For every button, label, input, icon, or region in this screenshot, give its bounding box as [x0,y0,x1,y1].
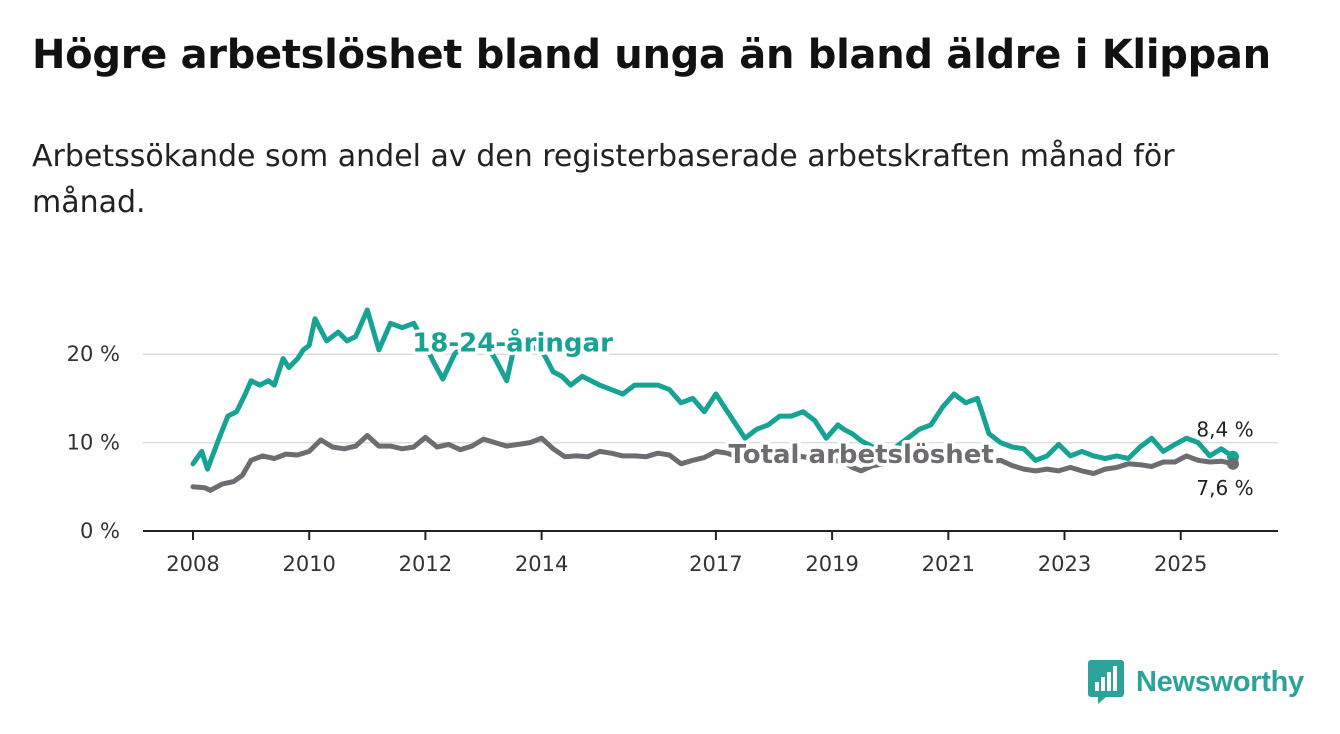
x-tick-label: 2019 [805,552,858,576]
x-tick-label: 2023 [1038,552,1091,576]
x-tick-label: 2014 [515,552,568,576]
chart-subtitle: Arbetssökande som andel av den registerb… [32,139,1175,220]
end-value-label: 8,4 % [1196,418,1253,442]
brand-name: Newsworthy [1136,665,1304,698]
series-labels: 18-24-åringar Total arbetslöshet [409,323,998,473]
gridlines [143,353,1278,444]
end-value-label: 7,6 % [1196,476,1253,500]
line-chart: 2008 2010 2012 2014 2017 2019 2021 2023 2025 0 %… [67,307,1278,576]
y-axis-labels: 0 % 10 % 20 % [67,342,120,543]
series-lines [190,307,1239,493]
y-tick-label: 0 % [80,519,120,543]
x-tick-label: 2021 [922,552,975,576]
end-values: 8,4 % 7,6 % [1194,415,1256,502]
y-tick-label: 10 % [67,431,120,455]
series-line-total [190,433,1236,493]
series-label: 18-24-åringar [412,327,613,359]
x-axis: 2008 2010 2012 2014 2017 2019 2021 2023 2025 [143,530,1278,576]
series-label: Total arbetslöshet [728,440,993,470]
y-tick-label: 20 % [67,342,120,366]
x-tick-label: 2012 [399,552,452,576]
chart-title: Högre arbetslöshet bland unga än bland ä… [32,32,1271,78]
x-tick-label: 2010 [282,552,335,576]
x-tick-label: 2025 [1154,552,1207,576]
series-end-point [1227,457,1239,470]
x-tick-label: 2008 [166,552,219,576]
brand-logo: Newsworthy [1088,660,1304,704]
newsworthy-logo-icon [1088,660,1124,704]
x-tick-label: 2017 [689,552,742,576]
series-line-youth [190,307,1236,472]
